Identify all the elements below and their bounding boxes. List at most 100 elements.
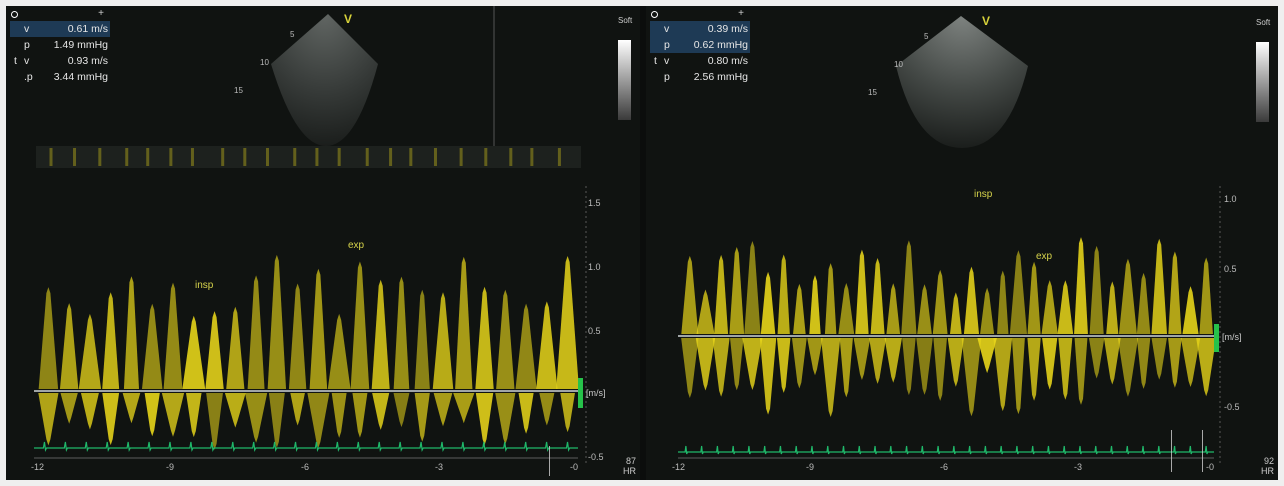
doppler-spike-positive [515, 303, 537, 389]
unit-label: [m/s] [1222, 332, 1242, 342]
doppler-spike-positive [455, 256, 473, 389]
doppler-spike-negative [730, 338, 744, 391]
record-icon [651, 11, 658, 18]
doppler-artifact-strip [293, 148, 297, 166]
doppler-spike-positive [267, 254, 287, 389]
doppler-spike-positive [1027, 261, 1041, 334]
velocity-scale-label: -0.5 [588, 452, 604, 462]
doppler-spike-positive [1041, 280, 1058, 334]
measurement-row: p 1.49 mmHg [24, 39, 108, 51]
doppler-spike-positive [917, 284, 932, 334]
time-cursor[interactable] [549, 446, 550, 476]
doppler-spike-positive [980, 287, 995, 334]
doppler-spike-negative [807, 338, 823, 376]
doppler-spike-positive [78, 313, 102, 389]
depth-label: 10 [260, 58, 269, 67]
plus-icon[interactable]: + [738, 8, 744, 19]
time-tick: -9 [166, 462, 175, 472]
doppler-artifact-strip [409, 148, 413, 166]
doppler-spike-positive [327, 313, 351, 389]
doppler-spike-positive [696, 289, 715, 334]
doppler-spike-negative [947, 338, 964, 387]
doppler-artifact-strip [243, 148, 247, 166]
doppler-artifact-strip [73, 148, 77, 166]
doppler-spike-positive [932, 269, 948, 334]
doppler-spike-positive [432, 292, 454, 389]
doppler-artifact-strip [509, 148, 513, 166]
time-cursor[interactable] [1202, 430, 1203, 472]
doppler-spike-negative [495, 393, 516, 445]
doppler-spike-negative [433, 393, 453, 427]
doppler-spike-negative [839, 338, 853, 398]
plus-icon[interactable]: + [98, 8, 104, 19]
doppler-spike-negative [884, 338, 902, 383]
heart-rate-readout: 87 HR [623, 456, 636, 476]
doppler-artifact-strip [337, 148, 341, 166]
time-cursor[interactable] [1171, 430, 1172, 472]
sector-marker: V [344, 12, 353, 26]
doppler-spike-positive [793, 283, 806, 334]
doppler-spike-positive [102, 292, 120, 389]
doppler-spike-negative [475, 393, 494, 446]
doppler-spike-positive [182, 315, 206, 389]
doppler-spike-positive [1089, 245, 1104, 334]
doppler-spike-negative [453, 393, 475, 424]
baseline-marker[interactable] [1214, 324, 1219, 352]
doppler-spike-negative [352, 393, 368, 438]
doppler-spike-negative [206, 393, 223, 450]
doppler-spike-negative [791, 338, 807, 389]
right-ecg-trace [678, 445, 1214, 455]
doppler-spike-positive [1057, 280, 1074, 334]
doppler-spike-negative [961, 338, 982, 417]
measurement-row: t v 0.93 m/s [14, 55, 108, 67]
doppler-spike-positive [729, 247, 745, 334]
doppler-spike-positive [226, 306, 245, 389]
echo-sector-left [271, 14, 378, 146]
velocity-scale-label: -0.5 [1224, 402, 1240, 412]
doppler-spike-negative [1180, 338, 1201, 388]
doppler-spike-positive [1118, 258, 1137, 334]
doppler-spike-negative [224, 393, 246, 428]
doppler-spike-positive [163, 282, 183, 389]
doppler-spike-negative [1027, 338, 1041, 401]
doppler-spike-positive [838, 282, 855, 334]
doppler-artifact-strip [530, 148, 534, 166]
doppler-spike-positive [809, 275, 821, 334]
doppler-artifact-strip [190, 148, 194, 166]
doppler-spike-positive [123, 276, 140, 389]
doppler-spike-positive [1168, 251, 1182, 334]
time-tick: -6 [940, 462, 949, 472]
doppler-spike-positive [681, 255, 699, 334]
measurement-row: v 0.39 m/s [650, 21, 750, 37]
doppler-artifact-strip [221, 148, 225, 166]
doppler-artifact-strip [433, 148, 437, 166]
doppler-spike-negative [539, 393, 555, 426]
baseline-marker[interactable] [578, 378, 583, 408]
doppler-spike-positive [855, 249, 869, 334]
doppler-spike-positive [1182, 286, 1199, 334]
doppler-spike-negative [122, 393, 141, 424]
doppler-spike-negative [518, 393, 534, 434]
ultrasound-display: + v 0.61 m/s p 1.49 mmHg t v 0.93 m/s .p 3.44… [6, 6, 1278, 480]
doppler-spike-positive [1136, 272, 1151, 334]
doppler-spike-positive [475, 286, 494, 389]
measurement-box-right: + v 0.39 m/s p 0.62 mmHg t v 0.80 m/s p 2.56 … [650, 8, 750, 85]
doppler-spike-negative [820, 338, 841, 417]
doppler-spike-negative [372, 393, 390, 430]
doppler-spike-positive [777, 254, 790, 334]
doppler-spike-negative [742, 338, 763, 390]
doppler-spike-negative [1011, 338, 1025, 415]
doppler-spike-negative [759, 338, 777, 415]
time-tick: -3 [435, 462, 444, 472]
doppler-spike-positive [1106, 281, 1119, 334]
doppler-artifact-strip [125, 148, 129, 166]
doppler-spike-negative [290, 393, 305, 426]
doppler-spike-negative [144, 393, 160, 437]
doppler-spike-positive [1009, 250, 1027, 334]
velocity-scale-label: 0.5 [588, 326, 601, 336]
doppler-spike-positive [288, 283, 307, 389]
unit-label: [m/s] [586, 388, 606, 398]
measurement-row: v 0.61 m/s [10, 21, 110, 37]
doppler-artifact-strip [557, 148, 561, 166]
velocity-scale-label: 1.0 [1224, 194, 1237, 204]
